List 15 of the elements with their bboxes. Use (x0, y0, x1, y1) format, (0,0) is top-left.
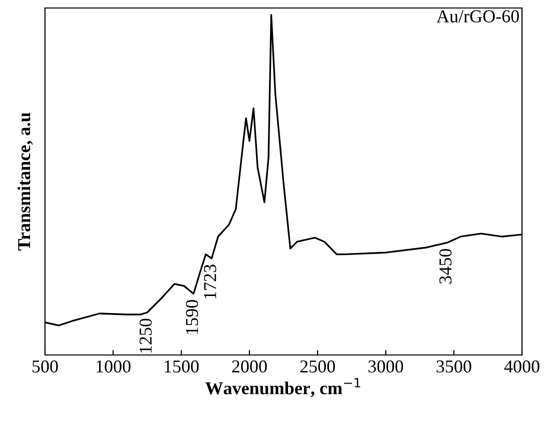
x-tick-label: 1000 (96, 360, 131, 373)
annotation: 1723 (204, 264, 216, 298)
annotation: 3450 (439, 248, 452, 284)
x-tick-label: 4000 (504, 360, 540, 373)
annotation: 1590 (186, 300, 198, 334)
x-tick-label: 2000 (232, 360, 267, 373)
y-axis-title: Transmitance, a.u (18, 112, 33, 251)
x-tick-label: 1500 (164, 360, 199, 373)
x-tick-label: 2500 (300, 360, 335, 373)
x-tick-label: 3000 (368, 360, 404, 373)
annotation: 1250 (140, 318, 152, 353)
x-axis-title: Wavenumber, cm$^{−1}$ (205, 378, 360, 397)
x-tick-label: 500 (32, 360, 58, 373)
annotation: Au/rGO-60 (436, 10, 519, 22)
x-tick-label: 3500 (436, 360, 472, 373)
